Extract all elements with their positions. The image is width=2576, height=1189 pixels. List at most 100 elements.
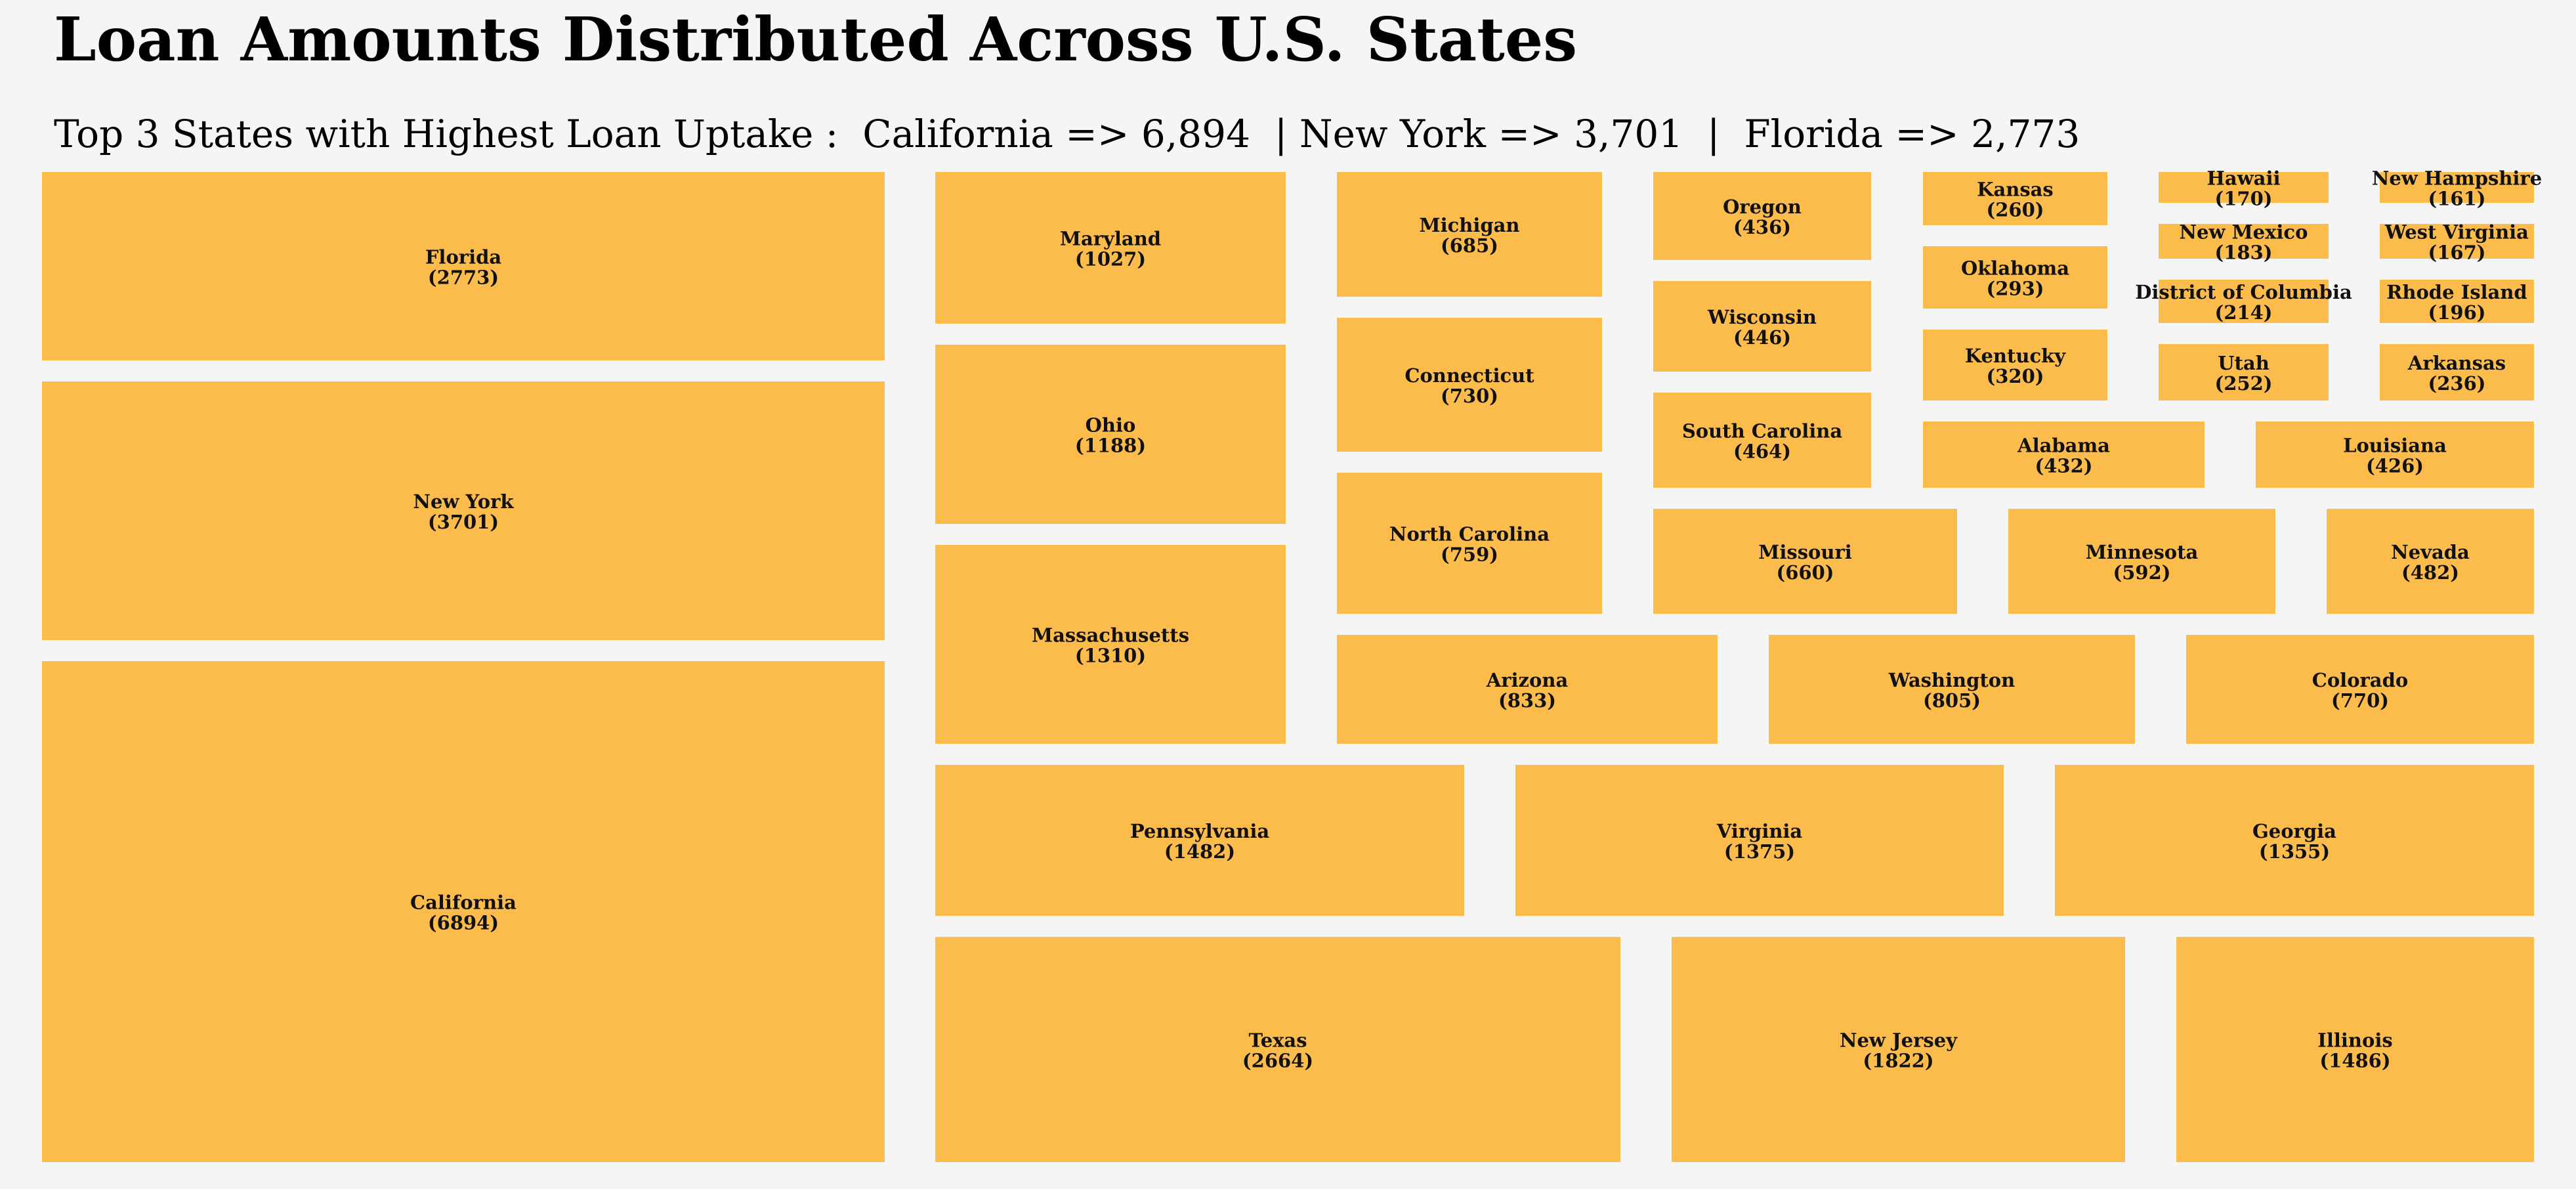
tile-value: (1375) [1724,840,1795,863]
treemap-tile-ohio: Ohio(1188) [935,345,1286,524]
tile-label: Maryland [1060,228,1161,250]
treemap-tile-missouri: Missouri(660) [1653,509,1957,614]
tile-label: New Mexico [2180,221,2308,244]
tile-value: (432) [2035,455,2093,477]
tile-value: (482) [2401,561,2459,584]
tile-value: (260) [1987,199,2044,221]
treemap-tile-nevada: Nevada(482) [2327,509,2534,614]
treemap-tile-maryland: Maryland(1027) [935,172,1286,324]
treemap-tile-arkansas: Arkansas(236) [2380,344,2534,400]
tile-value: (1188) [1075,435,1146,457]
tile-label: Florida [425,246,502,269]
tile-rect [1653,509,1957,614]
tile-label: West Virginia [2384,221,2529,244]
tile-label: Louisiana [2343,435,2447,457]
tile-label: Washington [1888,669,2015,691]
tile-rect [42,381,885,640]
tile-value: (730) [1441,385,1498,407]
treemap-tile-utah: Utah(252) [2159,344,2329,400]
treemap-tile-north-carolina: North Carolina(759) [1337,473,1602,614]
tile-rect [1672,937,2125,1162]
tile-label: Pennsylvania [1130,820,1270,842]
treemap-tile-colorado: Colorado(770) [2186,635,2534,744]
chart-subtitle: Top 3 States with Highest Loan Uptake : … [54,112,2080,156]
tile-value: (592) [2113,561,2171,584]
tile-value: (2773) [428,267,499,289]
treemap-tile-new-mexico: New Mexico(183) [2159,221,2329,264]
tile-value: (833) [1498,689,1556,712]
tile-label: New York [413,490,515,513]
tile-rect [1923,422,2205,488]
tile-value: (6894) [428,912,499,934]
tile-label: South Carolina [1682,420,1843,443]
tile-label: Michigan [1419,214,1519,236]
tile-rect [42,172,885,360]
tile-value: (3701) [428,511,499,533]
tile-rect [2380,280,2534,323]
tile-label: Utah [2218,352,2270,374]
tile-rect [2176,937,2534,1162]
tile-value: (293) [1987,278,2044,300]
tile-rect [2380,172,2534,203]
tile-rect [2159,280,2329,323]
tile-label: Hawaii [2207,167,2281,190]
tile-rect [1337,635,1718,744]
tile-value: (426) [2366,455,2424,477]
tile-label: Minnesota [2086,541,2199,563]
treemap-tile-illinois: Illinois(1486) [2176,937,2534,1162]
tile-label: New Hampshire [2372,167,2542,190]
treemap-tile-oregon: Oregon(436) [1653,172,1871,260]
treemap-tile-michigan: Michigan(685) [1337,172,1602,297]
treemap-tile-connecticut: Connecticut(730) [1337,318,1602,452]
tile-value: (196) [2428,301,2486,324]
tile-label: Kentucky [1965,345,2066,367]
treemap-tile-wisconsin: Wisconsin(446) [1653,281,1871,372]
tile-value: (183) [2215,242,2273,264]
treemap-tile-new-jersey: New Jersey(1822) [1672,937,2125,1162]
treemap-tile-new-hampshire: New Hampshire(161) [2372,167,2542,210]
tile-value: (1355) [2259,840,2330,863]
tile-label: Connecticut [1404,364,1534,387]
tile-rect [2159,344,2329,400]
treemap-tile-rhode-island: Rhode Island(196) [2380,280,2534,324]
tile-label: Georgia [2252,820,2336,842]
treemap-tile-alabama: Alabama(432) [1923,422,2205,488]
tile-value: (759) [1441,544,1498,566]
treemap-tile-pennsylvania: Pennsylvania(1482) [935,765,1464,916]
treemap-tile-west-virginia: West Virginia(167) [2380,221,2534,264]
tile-label: Alabama [2017,435,2110,457]
tile-rect [2256,422,2534,488]
treemap-tile-virginia: Virginia(1375) [1515,765,2004,916]
treemap-tile-new-york: New York(3701) [42,381,885,640]
treemap-tile-california: California(6894) [42,661,885,1162]
treemap-tile-district-of-columbia: District of Columbia(214) [2135,280,2352,324]
tile-value: (167) [2428,242,2486,264]
tile-value: (236) [2428,372,2486,395]
tile-label: New Jersey [1840,1029,1958,1052]
tile-label: Arkansas [2407,352,2506,374]
tile-rect [935,345,1286,524]
tile-rect [935,765,1464,916]
tile-rect [1653,172,1871,260]
tile-value: (660) [1777,561,1834,584]
tile-rect [935,937,1620,1162]
tile-label: Colorado [2312,669,2408,691]
tile-value: (1027) [1075,248,1146,270]
tile-value: (252) [2215,372,2273,395]
treemap-tile-kansas: Kansas(260) [1923,172,2107,225]
treemap-tile-hawaii: Hawaii(170) [2159,167,2329,210]
tile-rect [2380,224,2534,259]
treemap-tile-massachusetts: Massachusetts(1310) [935,545,1286,744]
treemap-tile-south-carolina: South Carolina(464) [1653,393,1871,488]
tile-value: (1486) [2319,1050,2390,1072]
tile-label: Kansas [1977,179,2054,201]
tile-rect [2186,635,2534,744]
tile-label: Wisconsin [1707,306,1817,328]
treemap-tile-louisiana: Louisiana(426) [2256,422,2534,488]
tile-value: (805) [1923,689,1981,712]
tile-rect [1337,473,1602,614]
treemap-tile-georgia: Georgia(1355) [2055,765,2534,916]
tile-rect [1515,765,2004,916]
tile-rect [1769,635,2135,744]
tile-rect [2327,509,2534,614]
